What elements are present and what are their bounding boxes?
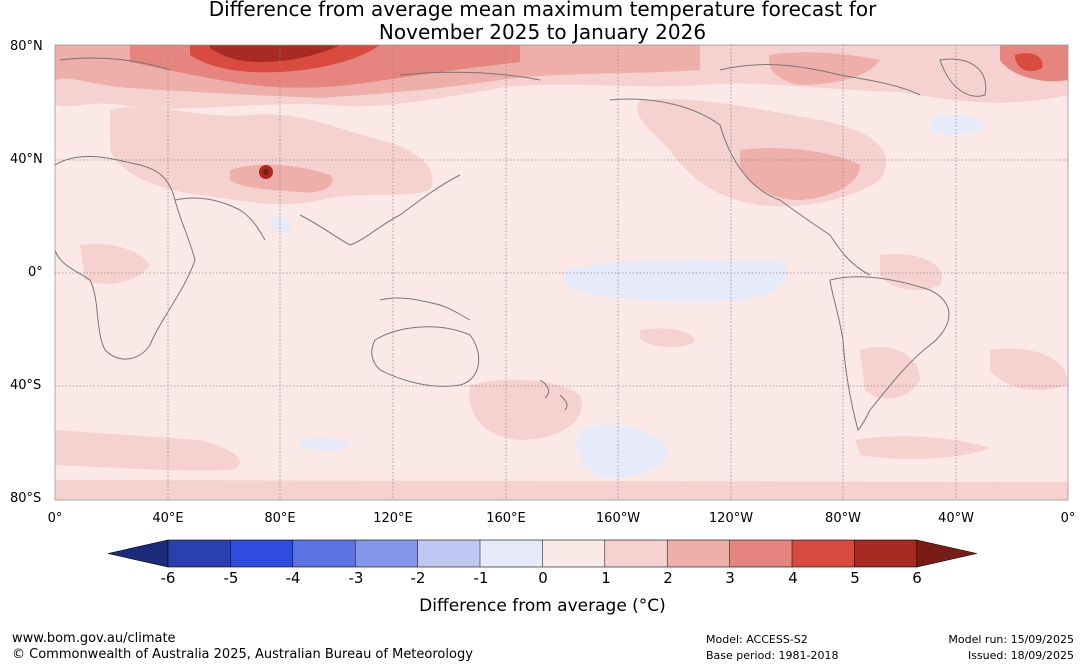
colorbar-bin bbox=[292, 540, 356, 567]
colorbar-tick-label: -4 bbox=[285, 569, 301, 587]
footer-copyright: © Commonwealth of Australia 2025, Austra… bbox=[12, 647, 473, 662]
colorbar-bin bbox=[604, 540, 668, 567]
colorbar bbox=[107, 539, 977, 568]
colorbar-bin bbox=[230, 540, 294, 567]
colorbar-tick-label: -6 bbox=[160, 569, 176, 587]
colorbar-tick-label: -2 bbox=[410, 569, 426, 587]
lon-label-160w: 160°W bbox=[595, 511, 641, 526]
lat-label-80n: 80°N bbox=[10, 39, 43, 54]
colorbar-extend-low bbox=[107, 539, 169, 568]
lon-label-40w: 40°W bbox=[938, 511, 974, 526]
colorbar-tick-label: 0 bbox=[538, 569, 548, 587]
colorbar-tick-label: 5 bbox=[850, 569, 860, 587]
map-frame bbox=[54, 44, 1069, 501]
footer-issued: Issued: 18/09/2025 bbox=[967, 649, 1074, 662]
colorbar-bin bbox=[792, 540, 855, 567]
colorbar-bin bbox=[667, 540, 731, 567]
lon-label-120e: 120°E bbox=[373, 511, 413, 526]
lon-label-0: 0° bbox=[47, 511, 63, 526]
colorbar-tick-label: 1 bbox=[601, 569, 611, 587]
lon-label-120w: 120°W bbox=[708, 511, 754, 526]
lat-label-80s: 80°S bbox=[10, 491, 42, 506]
map-title-line2: November 2025 to January 2026 bbox=[378, 20, 707, 44]
coastlines bbox=[55, 57, 987, 431]
colorbar-bin bbox=[854, 540, 918, 567]
lon-label-0-east: 0° bbox=[1060, 511, 1076, 526]
lon-label-40e: 40°E bbox=[152, 511, 184, 526]
colorbar-bin bbox=[729, 540, 793, 567]
lon-label-80w: 80°W bbox=[825, 511, 861, 526]
colorbar-tick-label: 3 bbox=[725, 569, 735, 587]
lon-label-160e: 160°E bbox=[486, 511, 526, 526]
colorbar-tick-label: -1 bbox=[473, 569, 489, 587]
graticule bbox=[55, 45, 1068, 500]
colorbar-bin bbox=[355, 540, 419, 567]
colorbar-tick-label: -3 bbox=[348, 569, 364, 587]
footer-model-run: Model run: 15/09/2025 bbox=[948, 633, 1074, 646]
colorbar-bin bbox=[480, 540, 543, 567]
colorbar-bin bbox=[542, 540, 606, 567]
colorbar-label: Difference from average (°C) bbox=[419, 596, 666, 616]
colorbar-bin bbox=[168, 540, 231, 567]
colorbar-tick-label: -5 bbox=[223, 569, 239, 587]
colorbar-tick-label: 4 bbox=[788, 569, 798, 587]
colorbar-tick-label: 2 bbox=[663, 569, 673, 587]
lat-label-0: 0° bbox=[28, 265, 43, 280]
lat-label-40n: 40°N bbox=[10, 152, 43, 167]
footer-model: Model: ACCESS-S2 bbox=[706, 633, 808, 646]
footer-base-period: Base period: 1981-2018 bbox=[706, 649, 839, 662]
colorbar-tick-label: 6 bbox=[912, 569, 922, 587]
lon-label-80e: 80°E bbox=[264, 511, 296, 526]
colorbar-bin bbox=[417, 540, 481, 567]
footer-url: www.bom.gov.au/climate bbox=[12, 631, 176, 646]
lat-label-40s: 40°S bbox=[10, 378, 42, 393]
colorbar-extend-high bbox=[916, 539, 977, 568]
map-title-line1: Difference from average mean maximum tem… bbox=[208, 0, 877, 21]
anomaly-field bbox=[55, 45, 1068, 500]
